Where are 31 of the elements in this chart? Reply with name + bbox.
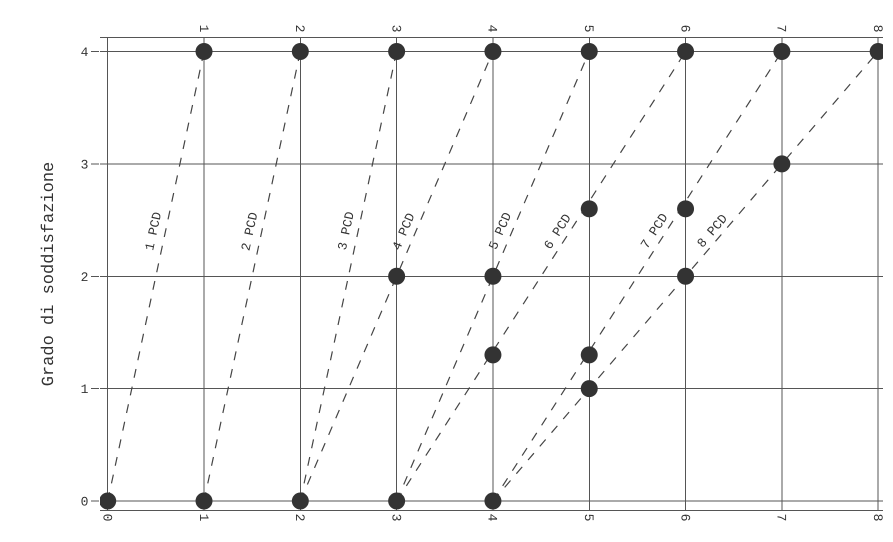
y-tick-label: 1 [80,382,89,398]
text: 4 PCD [389,210,419,253]
x-tick-label: 3 [388,514,404,522]
text: 6 PCD [541,211,575,252]
x2-tick-label: 8 [870,24,885,32]
y-tick-label: 4 [80,45,89,60]
x2-tick-label: 5 [581,24,596,32]
x2-tick-label: 6 [677,24,692,32]
x-tick-label: 7 [774,514,789,522]
x2-tick-label: 2 [292,24,308,32]
x-tick-label: 0 [99,514,114,522]
text: 3 PCD [334,210,358,252]
text: 2 PCD [238,210,262,252]
y-tick-label: 3 [80,157,88,172]
text: 5 PCD [486,210,516,252]
text: 8 PCD [694,211,732,251]
y-axis-title: Grado di soddisfazione [40,162,60,386]
x-tick-label: 4 [484,514,500,522]
x2-tick-label: 1 [196,24,211,33]
x-tick-label: 2 [292,514,308,522]
text: 1 PCD [142,210,166,252]
x-tick-label: 8 [870,514,885,522]
y-tick-label: 0 [80,494,88,510]
x-tick-label: 5 [581,514,596,522]
x2-tick-label: 7 [774,24,789,32]
x-tick-label: 1 [196,514,211,522]
x-tick-label: 6 [677,514,692,522]
x2-tick-label: 4 [484,24,500,33]
text: 7 PCD [638,210,672,252]
y-tick-label: 2 [80,270,88,285]
x2-tick-label: 3 [388,24,404,32]
